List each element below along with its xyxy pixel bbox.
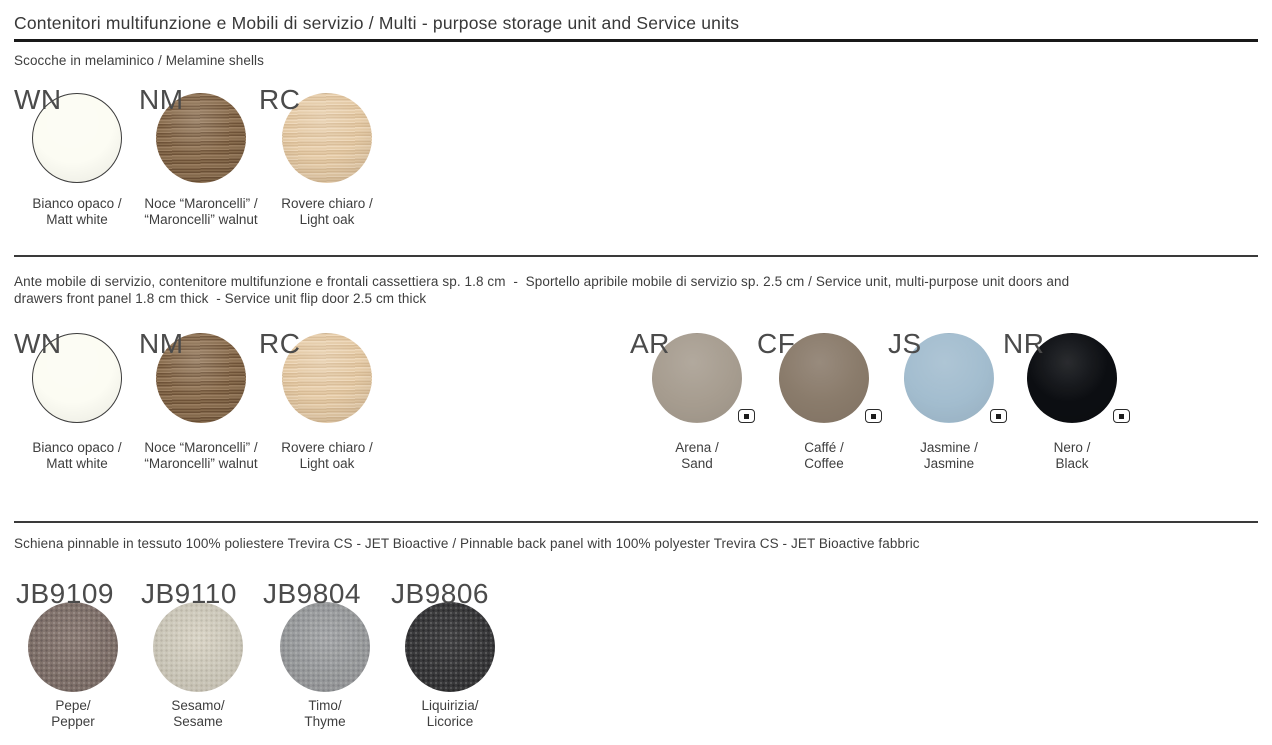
swatch-label: Bianco opaco / Matt white xyxy=(0,440,162,471)
swatch-code: JS xyxy=(888,328,922,359)
swatch-label: Noce “Maroncelli” / “Maroncelli” walnut xyxy=(116,196,286,227)
swatch-label: Bianco opaco / Matt white xyxy=(0,196,162,227)
swatch-label: Jasmine / Jasmine xyxy=(864,440,1034,471)
matt-finish-icon xyxy=(865,409,882,423)
swatch-code: JB9110 xyxy=(141,578,237,609)
swatch-label-en: Coffee xyxy=(804,455,844,471)
matt-finish-icon xyxy=(990,409,1007,423)
swatch-code: WN xyxy=(14,328,62,359)
swatch-label-it: Noce “Maroncelli” / xyxy=(144,196,258,211)
swatch-label: Caffé / Coffee xyxy=(739,440,909,471)
swatch-code: JB9806 xyxy=(391,578,489,609)
swatch-circle-black xyxy=(1027,333,1117,423)
matt-finish-icon xyxy=(1113,409,1130,423)
section-divider xyxy=(14,255,1258,257)
swatch-label: Nero / Black xyxy=(987,440,1157,471)
swatch-code: JB9804 xyxy=(263,578,361,609)
swatch-code: JB9109 xyxy=(16,578,114,609)
swatch-label: Rovere chiaro / Light oak xyxy=(242,440,412,471)
swatch-label-it: Caffé / xyxy=(804,440,844,455)
swatch-code: RC xyxy=(259,84,301,115)
swatch-label: Sesamo/ Sesame xyxy=(113,698,283,729)
swatch-label: Pepe/ Pepper xyxy=(0,698,158,729)
swatch-circle-matt-white xyxy=(32,93,122,183)
swatch-label-en: “Maroncelli” walnut xyxy=(144,211,258,227)
swatch-label: Rovere chiaro / Light oak xyxy=(242,196,412,227)
title-divider xyxy=(14,39,1258,42)
swatch-circle-light-oak xyxy=(282,93,372,183)
swatch-circle-coffee xyxy=(779,333,869,423)
matt-finish-icon xyxy=(738,409,755,423)
swatch-label-it: Arena / xyxy=(675,440,719,455)
swatch-label-en: Matt white xyxy=(46,455,108,471)
swatch-circle-thyme xyxy=(280,602,370,692)
swatch-label-it: Bianco opaco / xyxy=(32,196,122,211)
swatch-label-it: Liquirizia/ xyxy=(421,698,479,713)
swatch-label-it: Pepe/ xyxy=(55,698,91,713)
swatch-circle-walnut xyxy=(156,333,246,423)
swatch-circle-matt-white xyxy=(32,333,122,423)
matt-finish-icon-dot xyxy=(1119,413,1124,419)
swatch-label-it: Noce “Maroncelli” / xyxy=(144,440,258,455)
section-heading-doors-line1: Ante mobile di servizio, contenitore mul… xyxy=(14,274,1070,289)
section-heading-melamine: Scocche in melaminico / Melamine shells xyxy=(14,53,264,68)
swatch-label-en: Licorice xyxy=(426,713,474,729)
matt-finish-icon-dot xyxy=(871,413,876,419)
swatch-label-en: “Maroncelli” walnut xyxy=(144,455,258,471)
swatch-label-en: Thyme xyxy=(304,713,346,729)
swatch-circle-pepper xyxy=(28,602,118,692)
swatch-label: Liquirizia/ Licorice xyxy=(365,698,535,729)
swatch-code: WN xyxy=(14,84,62,115)
swatch-circle-walnut xyxy=(156,93,246,183)
swatch-circle-sand xyxy=(652,333,742,423)
swatch-label-en: Matt white xyxy=(46,211,108,227)
section-heading-doors-line2: drawers front panel 1.8 cm thick - Servi… xyxy=(14,291,427,306)
swatch-label-it: Rovere chiaro / xyxy=(281,440,373,455)
section-heading-fabric: Schiena pinnable in tessuto 100% poliest… xyxy=(14,536,920,551)
swatch-circle-light-oak xyxy=(282,333,372,423)
swatch-label: Arena / Sand xyxy=(612,440,782,471)
swatch-code: AR xyxy=(630,328,670,359)
swatch-label: Noce “Maroncelli” / “Maroncelli” walnut xyxy=(116,440,286,471)
page-title: Contenitori multifunzione e Mobili di se… xyxy=(14,13,740,33)
section-divider xyxy=(14,521,1258,523)
swatch-label-it: Sesamo/ xyxy=(171,698,225,713)
swatch-code: CF xyxy=(757,328,796,359)
swatch-label-en: Sand xyxy=(681,455,713,471)
swatch-label-en: Light oak xyxy=(299,455,355,471)
swatch-circle-licorice xyxy=(405,602,495,692)
swatch-label-it: Rovere chiaro / xyxy=(281,196,373,211)
swatch-label-it: Nero / xyxy=(1053,440,1091,455)
matt-finish-icon-dot xyxy=(744,413,749,419)
swatch-label-it: Bianco opaco / xyxy=(32,440,122,455)
swatch-code: NR xyxy=(1003,328,1045,359)
swatch-circle-sesame xyxy=(153,602,243,692)
swatch-label-en: Jasmine xyxy=(923,455,975,471)
matt-finish-icon-dot xyxy=(996,413,1001,419)
swatch-label-en: Sesame xyxy=(173,713,223,729)
swatch-label-it: Timo/ xyxy=(308,698,342,713)
swatch-circle-jasmine xyxy=(904,333,994,423)
swatch-code: RC xyxy=(259,328,301,359)
swatch-label-it: Jasmine / xyxy=(920,440,978,455)
swatch-label-en: Black xyxy=(1055,455,1089,471)
swatch-code: NM xyxy=(139,328,184,359)
swatch-label: Timo/ Thyme xyxy=(240,698,410,729)
swatch-code: NM xyxy=(139,84,184,115)
swatch-label-en: Pepper xyxy=(51,713,95,729)
swatch-label-en: Light oak xyxy=(299,211,355,227)
